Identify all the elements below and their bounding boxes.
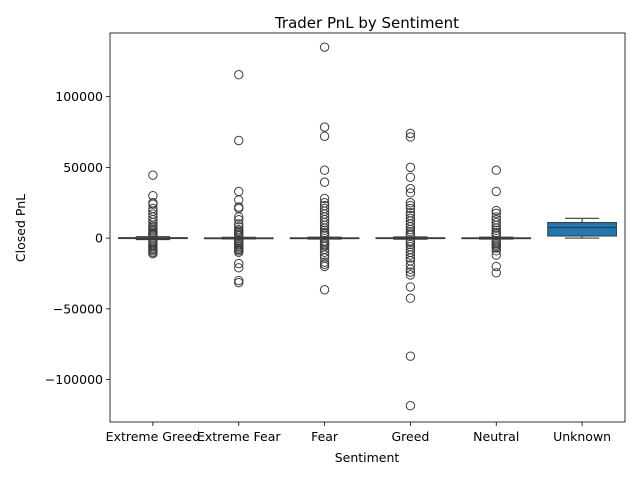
- outlier-point: [405, 188, 416, 198]
- chart-title: Trader PnL by Sentiment: [274, 14, 459, 32]
- outlier-point: [405, 264, 416, 274]
- outlier-point: [491, 205, 501, 216]
- outlier-point: [148, 199, 158, 209]
- outlier-point: [405, 401, 416, 411]
- outlier-point: [405, 224, 416, 235]
- outlier-point: [405, 200, 416, 211]
- plot-frame: [109, 32, 626, 423]
- outlier-point: [148, 248, 158, 259]
- outlier-point: [319, 122, 330, 132]
- x-tick-label: Extreme Fear: [197, 429, 281, 444]
- outlier-point: [405, 227, 416, 237]
- outlier-point: [405, 128, 416, 139]
- outlier-point: [234, 231, 244, 241]
- box-group: [375, 128, 446, 411]
- outlier-point: [491, 261, 501, 272]
- box-group: [289, 42, 360, 295]
- outlier-point: [234, 215, 244, 225]
- outlier-point: [405, 230, 416, 240]
- outlier-point: [405, 267, 416, 277]
- outlier-point: [405, 219, 416, 229]
- outlier-point: [491, 250, 501, 260]
- outlier-point: [234, 275, 244, 286]
- x-tick-label: Extreme Greed: [106, 429, 200, 444]
- outlier-point: [405, 172, 416, 182]
- box-group: [461, 165, 532, 278]
- x-tick-label: Fear: [311, 429, 339, 444]
- outlier-point: [405, 351, 416, 361]
- outlier-point: [319, 261, 330, 272]
- outlier-point: [234, 258, 244, 269]
- outlier-point: [234, 70, 244, 80]
- outlier-point: [491, 208, 501, 219]
- y-tick-label: −50000: [53, 301, 103, 316]
- outlier-point: [148, 170, 158, 180]
- outlier-point: [234, 277, 244, 288]
- outlier-point: [319, 225, 330, 236]
- outlier-point: [405, 270, 416, 280]
- y-axis-label: Closed PnL: [13, 194, 28, 262]
- x-tick-label: Neutral: [473, 429, 519, 444]
- outlier-point: [234, 247, 244, 257]
- box-group: [118, 170, 188, 259]
- outlier-point: [405, 203, 416, 214]
- outlier-point: [234, 186, 244, 197]
- outlier-point: [319, 131, 330, 141]
- outlier-point: [319, 217, 330, 228]
- outlier-point: [405, 183, 416, 194]
- y-tick-label: 100000: [55, 89, 103, 104]
- outlier-point: [319, 247, 330, 257]
- plot-area: [118, 42, 617, 411]
- outlier-point: [234, 135, 244, 146]
- outlier-point: [491, 225, 501, 236]
- outlier-point: [234, 263, 244, 273]
- x-axis-label: Sentiment: [335, 450, 400, 465]
- x-tick-label: Greed: [391, 429, 429, 444]
- outlier-point: [319, 177, 330, 187]
- y-tick-label: 0: [95, 231, 103, 246]
- box-group: [547, 217, 617, 239]
- outlier-point: [405, 282, 416, 292]
- outlier-point: [405, 293, 416, 303]
- outlier-point: [491, 243, 501, 253]
- x-tick-label: Unknown: [553, 429, 611, 444]
- box-group: [203, 70, 274, 288]
- y-tick-label: −100000: [45, 372, 103, 387]
- outlier-point: [319, 257, 330, 267]
- outlier-point: [319, 42, 330, 52]
- y-tick-label: 50000: [63, 160, 103, 175]
- outlier-point: [319, 285, 330, 295]
- outlier-point: [319, 165, 330, 175]
- outlier-point: [405, 239, 416, 250]
- outlier-point: [234, 212, 244, 222]
- outlier-point: [405, 253, 416, 263]
- outlier-point: [405, 250, 416, 260]
- outlier-point: [491, 246, 501, 256]
- outlier-point: [491, 223, 501, 233]
- outlier-point: [319, 193, 330, 204]
- outlier-point: [491, 217, 501, 228]
- outlier-point: [405, 162, 416, 173]
- outlier-point: [319, 259, 330, 269]
- outlier-point: [319, 223, 330, 233]
- outlier-point: [491, 165, 501, 175]
- outlier-point: [405, 237, 416, 248]
- outlier-point: [491, 186, 501, 197]
- y-axis: −100000 −50000 0 50000 100000: [45, 89, 110, 387]
- outlier-point: [405, 132, 416, 142]
- outlier-point: [405, 198, 416, 208]
- box-iqr: [547, 221, 617, 237]
- outlier-point: [491, 268, 501, 278]
- outlier-point: [405, 260, 416, 270]
- outlier-point: [319, 250, 330, 260]
